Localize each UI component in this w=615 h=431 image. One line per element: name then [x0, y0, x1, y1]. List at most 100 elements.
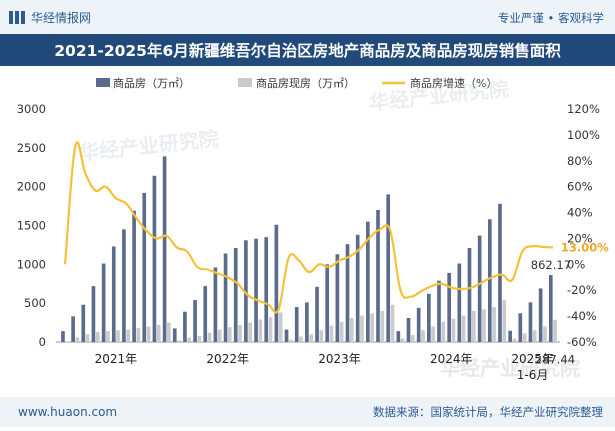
legend: 商品房（万㎡） 商品房现房（万㎡） 商品房增速（%） — [96, 76, 497, 90]
bar-existing — [471, 310, 476, 342]
bar-main — [162, 156, 167, 342]
bar-existing — [217, 329, 222, 342]
bar-main — [548, 275, 553, 342]
bar-main — [183, 311, 187, 342]
bar-existing — [431, 326, 435, 342]
bar-existing — [288, 339, 293, 342]
bar-main — [81, 304, 86, 342]
y-left-tick-label: 1500 — [17, 219, 46, 233]
bar-main — [335, 254, 340, 342]
bar-existing — [532, 330, 537, 342]
x-tick-label: 2023年 — [318, 352, 361, 366]
bar-main — [477, 235, 482, 342]
bar-main — [71, 316, 75, 342]
y-left-tick-label: 2500 — [17, 141, 46, 155]
bar-existing — [299, 336, 303, 342]
bar-existing — [126, 329, 131, 342]
bar-existing — [187, 337, 191, 342]
bar-existing — [380, 310, 385, 342]
x-tick-label: 2021年 — [95, 352, 138, 366]
bar-existing — [360, 315, 364, 342]
watermark: 华经产业研究院 — [440, 356, 580, 380]
bar-existing — [227, 327, 232, 342]
bar-existing — [492, 307, 496, 342]
bar-main — [284, 329, 289, 342]
bar-existing — [106, 331, 110, 342]
legend-swatch-existing — [238, 78, 252, 87]
bar-main — [142, 192, 147, 342]
bar-main — [172, 328, 177, 342]
bar-existing — [370, 313, 374, 342]
bar-main — [233, 248, 238, 342]
bar-existing — [339, 321, 344, 342]
bar-existing — [349, 317, 354, 342]
bar-main — [203, 286, 208, 342]
series-existing-bars — [65, 300, 557, 342]
y-right-tick-label: -40% — [567, 309, 597, 323]
bar-main — [244, 240, 248, 342]
bar-existing — [410, 335, 415, 342]
bar-existing — [319, 330, 324, 342]
brand-tagline: 专业严谨 • 客观科学 — [498, 11, 604, 25]
bar-main — [111, 246, 116, 342]
bar-existing — [207, 332, 212, 342]
bar-main — [447, 272, 451, 342]
bar-existing — [85, 334, 90, 342]
footer-website: www.huaon.com — [18, 405, 117, 419]
y-left-tick-label: 3000 — [17, 102, 46, 116]
x-tick-label: 1-6月 — [517, 368, 549, 382]
bar-main — [396, 331, 401, 342]
bar-main — [498, 203, 502, 342]
x-tick-label: 2025年 — [511, 352, 554, 366]
bar-main — [132, 210, 136, 342]
y-right-tick-label: 80% — [567, 154, 593, 168]
footer-bar — [0, 397, 615, 427]
bar-main — [264, 237, 269, 342]
data-label-main-last: 862.17 — [531, 258, 571, 272]
y-right-tick-label: 100% — [567, 128, 600, 142]
bar-main — [254, 238, 258, 342]
bar-existing — [543, 326, 547, 342]
x-tick-label: 2022年 — [206, 352, 249, 366]
bar-main — [315, 286, 319, 342]
bar-main — [274, 224, 279, 342]
bar-main — [467, 248, 472, 342]
legend-label-existing: 商品房现房（万㎡） — [256, 76, 355, 90]
bar-existing — [167, 322, 171, 342]
y-right-tick-label: -20% — [567, 283, 597, 297]
y-right-tick-label: 0% — [567, 257, 585, 271]
x-axis: 2021年 2022年 2023年 2024年 2025年 1-6月 — [95, 352, 554, 382]
x-tick-label: 2024年 — [430, 352, 473, 366]
y-right-tick-label: 20% — [567, 231, 593, 245]
y-left-tick-label: 1000 — [17, 257, 46, 271]
bar-main — [305, 302, 309, 342]
bar-existing — [512, 338, 517, 342]
bar-existing — [136, 328, 141, 342]
bar-main — [193, 300, 197, 342]
bar-main — [518, 313, 523, 342]
bar-main — [487, 219, 492, 342]
bar-existing — [278, 312, 283, 342]
y-left-tick-label: 2000 — [17, 180, 46, 194]
bar-main — [437, 280, 441, 342]
bar-main — [366, 221, 370, 342]
bar-existing — [75, 337, 80, 342]
data-label-growth-last: 13.00% — [561, 241, 609, 255]
bar-existing — [461, 315, 466, 342]
bar-main — [122, 229, 126, 342]
brand-name: 华经情报网 — [31, 10, 91, 25]
bar-existing — [258, 319, 263, 342]
legend-label-main: 商品房（万㎡） — [113, 76, 190, 90]
bar-main — [406, 317, 411, 342]
bar-existing — [156, 324, 161, 342]
y-right-tick-label: 40% — [567, 206, 593, 220]
bar-main — [152, 175, 157, 342]
y-axis-left: 0 500 1000 1500 2000 2500 3000 — [17, 102, 46, 349]
bar-main — [376, 209, 380, 342]
series-growth-line — [63, 141, 553, 314]
y-right-tick-label: -60% — [567, 335, 597, 349]
brand-logo-icon — [9, 11, 25, 24]
bar-main — [91, 286, 96, 342]
